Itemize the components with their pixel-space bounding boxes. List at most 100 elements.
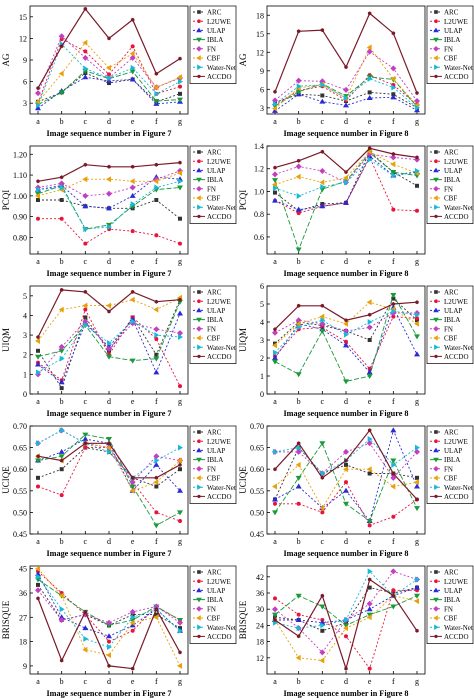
data-point: [343, 320, 348, 327]
data-point: [106, 619, 112, 626]
data-point: [414, 598, 419, 605]
y-tick-label: 1.4: [254, 142, 264, 151]
legend-label: CBF: [207, 615, 220, 623]
data-point: [390, 293, 397, 298]
legend-label: ARC: [207, 289, 222, 297]
x-tick-label: b: [60, 537, 64, 546]
data-point: [343, 199, 349, 205]
y-axis-label: UCIQE: [238, 466, 248, 494]
data-point: [344, 170, 348, 175]
data-point: [153, 461, 160, 467]
data-point: [366, 519, 373, 525]
legend-marker: [433, 335, 438, 341]
y-tick-label: 24: [256, 621, 264, 630]
data-point: [391, 314, 396, 319]
data-point: [106, 444, 111, 451]
data-point: [296, 211, 301, 216]
data-point: [82, 318, 89, 325]
legend-label: L2UWE: [444, 158, 468, 166]
data-point: [320, 622, 326, 629]
y-tick-label: 9: [260, 67, 264, 76]
legend-marker: [433, 167, 439, 173]
x-tick-label: d: [344, 117, 348, 126]
data-point: [344, 458, 348, 463]
plot-frame: [266, 425, 426, 535]
data-point: [178, 241, 182, 246]
legend-label: CBF: [444, 195, 457, 203]
legend-marker: [433, 597, 439, 603]
legend-label: FN: [207, 465, 216, 473]
data-point: [82, 39, 88, 46]
data-point: [58, 90, 65, 96]
legend-marker: [434, 150, 438, 154]
legend-label: ULAP: [444, 167, 462, 175]
data-point: [390, 154, 397, 161]
data-point: [296, 83, 302, 90]
series-accdo: [273, 11, 419, 95]
data-point: [366, 606, 373, 612]
data-point: [272, 510, 278, 516]
data-point: [106, 633, 112, 639]
data-point: [367, 523, 372, 528]
legend-marker: [196, 475, 201, 481]
x-tick-label: f: [392, 257, 395, 266]
data-point: [367, 435, 373, 442]
legend-marker: [197, 299, 201, 303]
data-point: [107, 75, 112, 81]
data-point: [107, 224, 112, 230]
data-point: [296, 501, 301, 506]
data-point: [58, 70, 64, 77]
x-axis-label: Image sequence number in Figure 7: [46, 689, 171, 698]
y-tick-label: 6: [260, 85, 264, 94]
legend-label: ARC: [207, 149, 222, 157]
data-point: [414, 483, 420, 489]
legend-marker: [433, 177, 439, 183]
x-tick-label: d: [344, 257, 348, 266]
x-tick-label: d: [107, 117, 111, 126]
legend-label: Water-Net: [207, 204, 236, 212]
data-point: [178, 384, 182, 389]
data-point: [177, 185, 183, 191]
legend-label: CBF: [444, 475, 457, 483]
data-point: [366, 148, 372, 155]
legend-marker: [197, 579, 201, 583]
data-point: [36, 369, 41, 376]
data-point: [154, 162, 159, 167]
legend-marker: [433, 606, 439, 612]
x-tick-label: f: [392, 537, 395, 546]
legend-label: ACCDO: [444, 213, 469, 221]
legend-marker: [433, 447, 439, 453]
x-tick-label: f: [155, 257, 158, 266]
series-water-net: [36, 41, 183, 109]
data-point: [129, 320, 136, 327]
data-point: [343, 448, 349, 455]
legend-label: ULAP: [444, 27, 462, 35]
data-point: [415, 208, 419, 213]
x-tick-label: e: [131, 397, 135, 406]
legend-label: FN: [207, 605, 216, 613]
data-point: [273, 467, 277, 472]
legend-marker: [197, 159, 201, 163]
data-point: [295, 461, 301, 468]
data-point: [296, 444, 302, 451]
legend-marker: [434, 64, 439, 70]
series-accdo: [36, 160, 182, 184]
data-point: [390, 458, 397, 464]
data-point: [320, 470, 326, 477]
data-point: [344, 65, 348, 70]
legend-marker: [196, 457, 202, 463]
legend-label: ULAP: [207, 167, 225, 175]
legend-box: [189, 285, 237, 364]
data-point: [177, 167, 183, 174]
y-tick-label: 0.70: [250, 422, 264, 431]
data-point: [83, 441, 88, 446]
data-point: [391, 92, 396, 97]
data-point: [106, 436, 112, 442]
data-point: [154, 299, 159, 304]
data-point: [106, 302, 111, 309]
data-point: [59, 493, 64, 498]
legend-label: ULAP: [444, 447, 462, 455]
legend-label: ACCDO: [444, 493, 469, 501]
series-water-net: [273, 435, 420, 477]
